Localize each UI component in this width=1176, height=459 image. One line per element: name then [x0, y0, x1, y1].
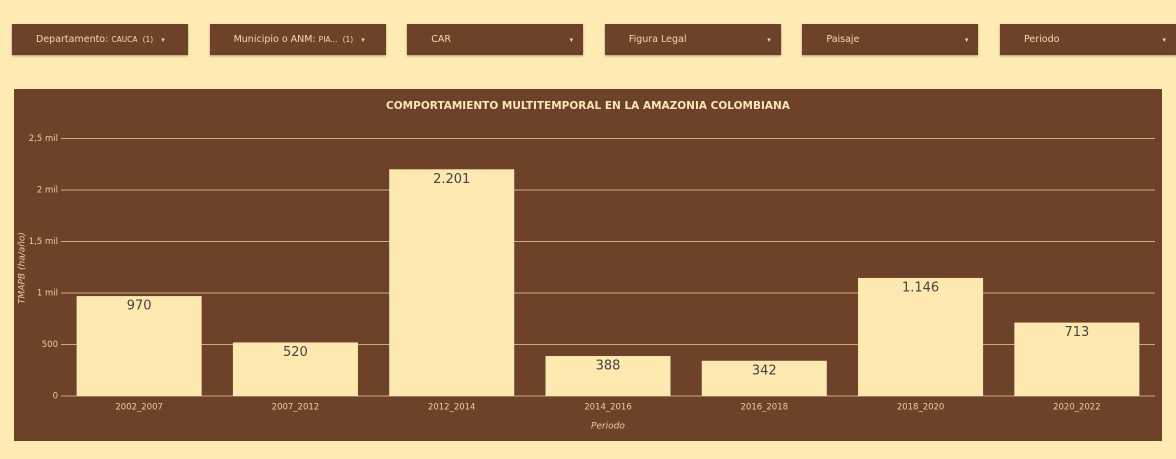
dropdown-arrow: ▾	[569, 35, 574, 44]
data-label: 1.146	[902, 280, 939, 295]
x-tick-label: 2020_2022	[1053, 403, 1101, 413]
x-tick-label: 2012_2014	[428, 403, 476, 413]
bar	[76, 296, 202, 396]
dropdown-arrow: ▾	[964, 35, 969, 44]
x-tick-label: 2002_2007	[115, 403, 163, 413]
bar	[858, 277, 984, 396]
data-label: 520	[283, 345, 308, 360]
y-tick-label: 2,5 mil	[29, 134, 58, 144]
y-axis-label: TMAPB (ha/año)	[18, 232, 28, 304]
y-tick-label: 1 mil	[37, 289, 58, 299]
x-axis-label: Periodo	[591, 422, 625, 432]
x-tick-label: 2016_2018	[741, 403, 789, 413]
y-tick-label: 0	[53, 392, 58, 402]
bar	[1014, 322, 1140, 396]
data-label: 388	[596, 359, 621, 374]
x-tick-label: 2018_2020	[897, 403, 945, 413]
filter-dropdown[interactable]: Periodo ▾	[1000, 24, 1176, 55]
filter-dropdown[interactable]: Paisaje ▾	[802, 24, 979, 55]
filter-label: Municipio o ANM:	[233, 34, 316, 45]
dropdown-arrow: ▾	[767, 35, 771, 44]
bar	[701, 360, 827, 396]
y-tick-label: 500	[42, 340, 58, 350]
filter-label: Departamento:	[36, 34, 109, 45]
bar	[545, 356, 671, 396]
filter-label: Figura Legal	[628, 34, 687, 45]
data-label: 713	[1064, 325, 1089, 340]
bar	[232, 342, 358, 396]
filter-label: CAR	[431, 34, 451, 45]
x-tick-label: 2007_2012	[272, 403, 320, 413]
filter-label: Periodo	[1024, 34, 1060, 45]
filter-dropdown[interactable]: Departamento: CAUCA (1) ▾	[12, 24, 188, 55]
filter-dropdown[interactable]: CAR ▾	[407, 24, 584, 55]
filter-dropdown[interactable]: Municipio o ANM: PIA... (1) ▾	[209, 24, 386, 55]
data-label: 970	[127, 299, 152, 314]
y-tick-label: 2 mil	[37, 186, 58, 196]
filter-label: Paisaje	[826, 34, 860, 45]
dropdown-arrow: ▾	[161, 35, 165, 44]
y-tick-label: 1,5 mil	[29, 237, 58, 247]
filter-count: (1)	[342, 35, 354, 44]
filter-count: (1)	[142, 35, 154, 44]
x-tick-label: 2014_2016	[584, 403, 632, 413]
filter-value: CAUCA	[111, 35, 138, 44]
data-label: 2.201	[433, 172, 470, 187]
data-label: 342	[752, 363, 777, 378]
chart-title: COMPORTAMIENTO MULTITEMPORAL EN LA AMAZO…	[386, 100, 791, 112]
dropdown-arrow: ▾	[1162, 35, 1166, 44]
filter-value: PIA...	[318, 35, 338, 44]
filter-dropdown[interactable]: Figura Legal ▾	[604, 24, 781, 55]
dropdown-arrow: ▾	[361, 35, 365, 44]
bar	[389, 169, 515, 396]
